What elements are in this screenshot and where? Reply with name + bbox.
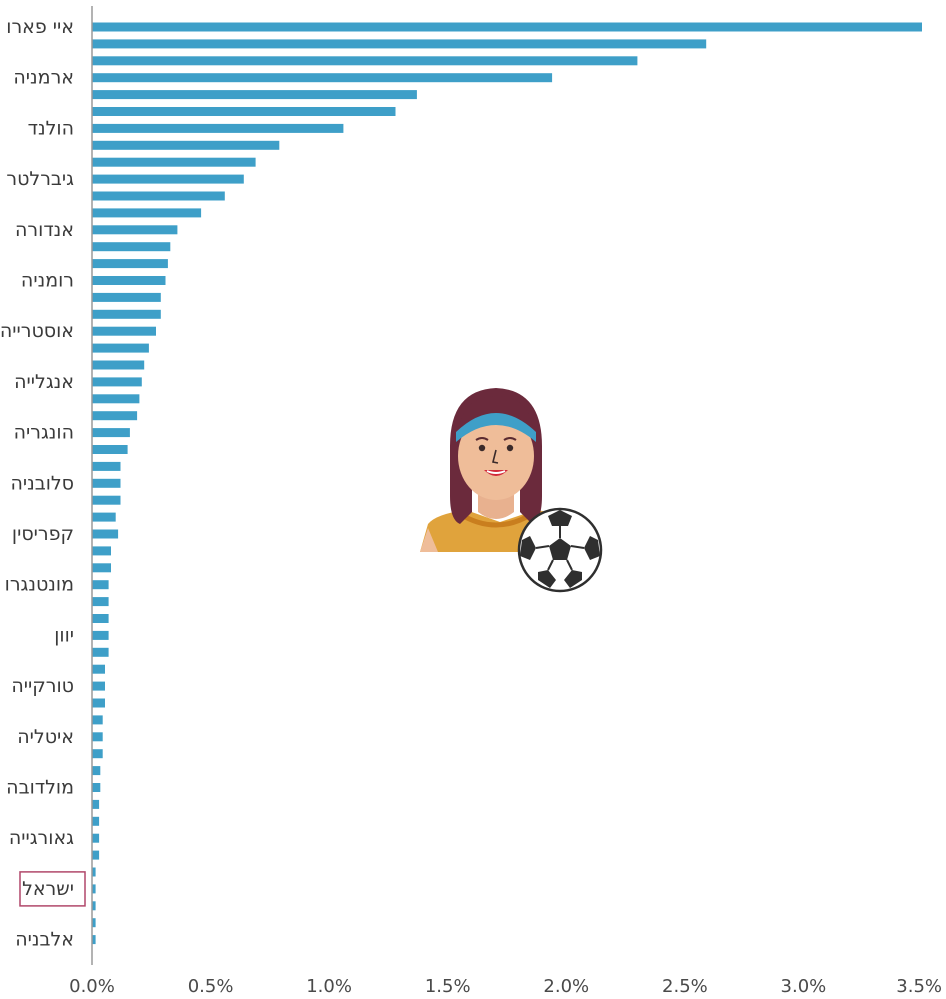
bar-14 [92,259,168,269]
bar-18 [92,326,156,336]
bar-0 [92,22,922,32]
category-label: אלבניה [15,929,74,951]
x-tick-label: 0.0% [69,976,115,997]
bar-16 [92,292,161,302]
category-label: איטליה [17,726,74,748]
bar-26 [92,461,121,471]
bar-7 [92,140,280,150]
bar-12 [92,225,178,235]
x-tick-label: 3.0% [781,976,827,997]
highlight-box [19,871,86,907]
bar-2 [92,56,638,66]
bar-9 [92,174,244,184]
bar-49 [92,850,100,860]
bar-23 [92,411,138,421]
bar-5 [92,107,396,116]
bar-11 [92,208,202,218]
category-label: איי פארו [6,16,74,38]
bar-29 [92,512,116,522]
x-tick-label: 2.0% [543,976,589,997]
bar-43 [92,749,103,759]
bar-51 [92,884,96,894]
category-label: רומניה [21,270,74,292]
x-tick-label: 1.0% [306,976,352,997]
category-label: אנגלייה [14,371,74,393]
bar-28 [92,495,121,505]
bar-41 [92,715,103,725]
bar-53 [92,918,96,928]
bar-1 [92,39,707,49]
x-tick-label: 1.5% [425,976,471,997]
bar-24 [92,428,130,438]
category-label: ארמניה [13,67,74,89]
bar-13 [92,242,171,252]
category-label: אנדורה [15,219,74,241]
bar-27 [92,478,121,488]
bar-25 [92,445,128,454]
category-label: אוסטרייה [0,320,74,342]
bar-30 [92,529,119,539]
bars-group [92,22,922,945]
bar-44 [92,766,101,776]
bar-38 [92,664,105,674]
category-label: גאורגייה [9,827,74,849]
bar-10 [92,191,225,201]
bar-42 [92,732,103,742]
bar-34 [92,597,109,607]
bar-39 [92,681,105,691]
category-label: הונגריה [14,422,74,444]
bar-21 [92,377,142,387]
bar-22 [92,394,140,404]
x-tick-labels-group: 0.0% 0.5% 1.0% 1.5% 2.0% 2.5% 3.0% 3.5% [69,976,942,997]
x-tick-label: 0.5% [188,976,234,997]
x-tick-label: 3.5% [896,976,942,997]
bar-37 [92,647,109,657]
category-label: מולדובה [6,777,74,799]
category-label: הולנד [28,117,74,139]
bar-33 [92,580,109,590]
bar-20 [92,360,145,370]
bar-17 [92,309,161,319]
category-labels-group: איי פארו ארמניה הולנד גיברלטר אנדורה רומניה או… [0,16,86,951]
bar-32 [92,563,111,573]
bar-6 [92,123,344,133]
bar-54 [92,935,96,945]
bar-31 [92,546,111,556]
bar-48 [92,833,100,843]
bar-47 [92,816,100,826]
bar-40 [92,698,105,708]
bar-45 [92,783,101,792]
x-tick-label: 2.5% [662,976,708,997]
bar-4 [92,90,417,100]
bar-50 [92,867,96,877]
category-label: יוון [54,624,74,646]
category-label: ישראל [22,878,74,900]
bar-3 [92,73,553,83]
woman-with-soccer-ball-icon [420,388,603,593]
bar-8 [92,157,256,167]
bar-15 [92,276,166,285]
category-label: מונטנגרו [5,574,74,596]
bar-52 [92,901,96,911]
bar-19 [92,343,149,353]
bar-35 [92,614,109,623]
bar-36 [92,630,109,640]
category-label: טורקייה [11,675,74,697]
category-label: סלובניה [10,472,74,494]
bar-46 [92,799,100,809]
category-label: קפריסין [12,523,74,545]
category-label: גיברלטר [6,168,74,190]
